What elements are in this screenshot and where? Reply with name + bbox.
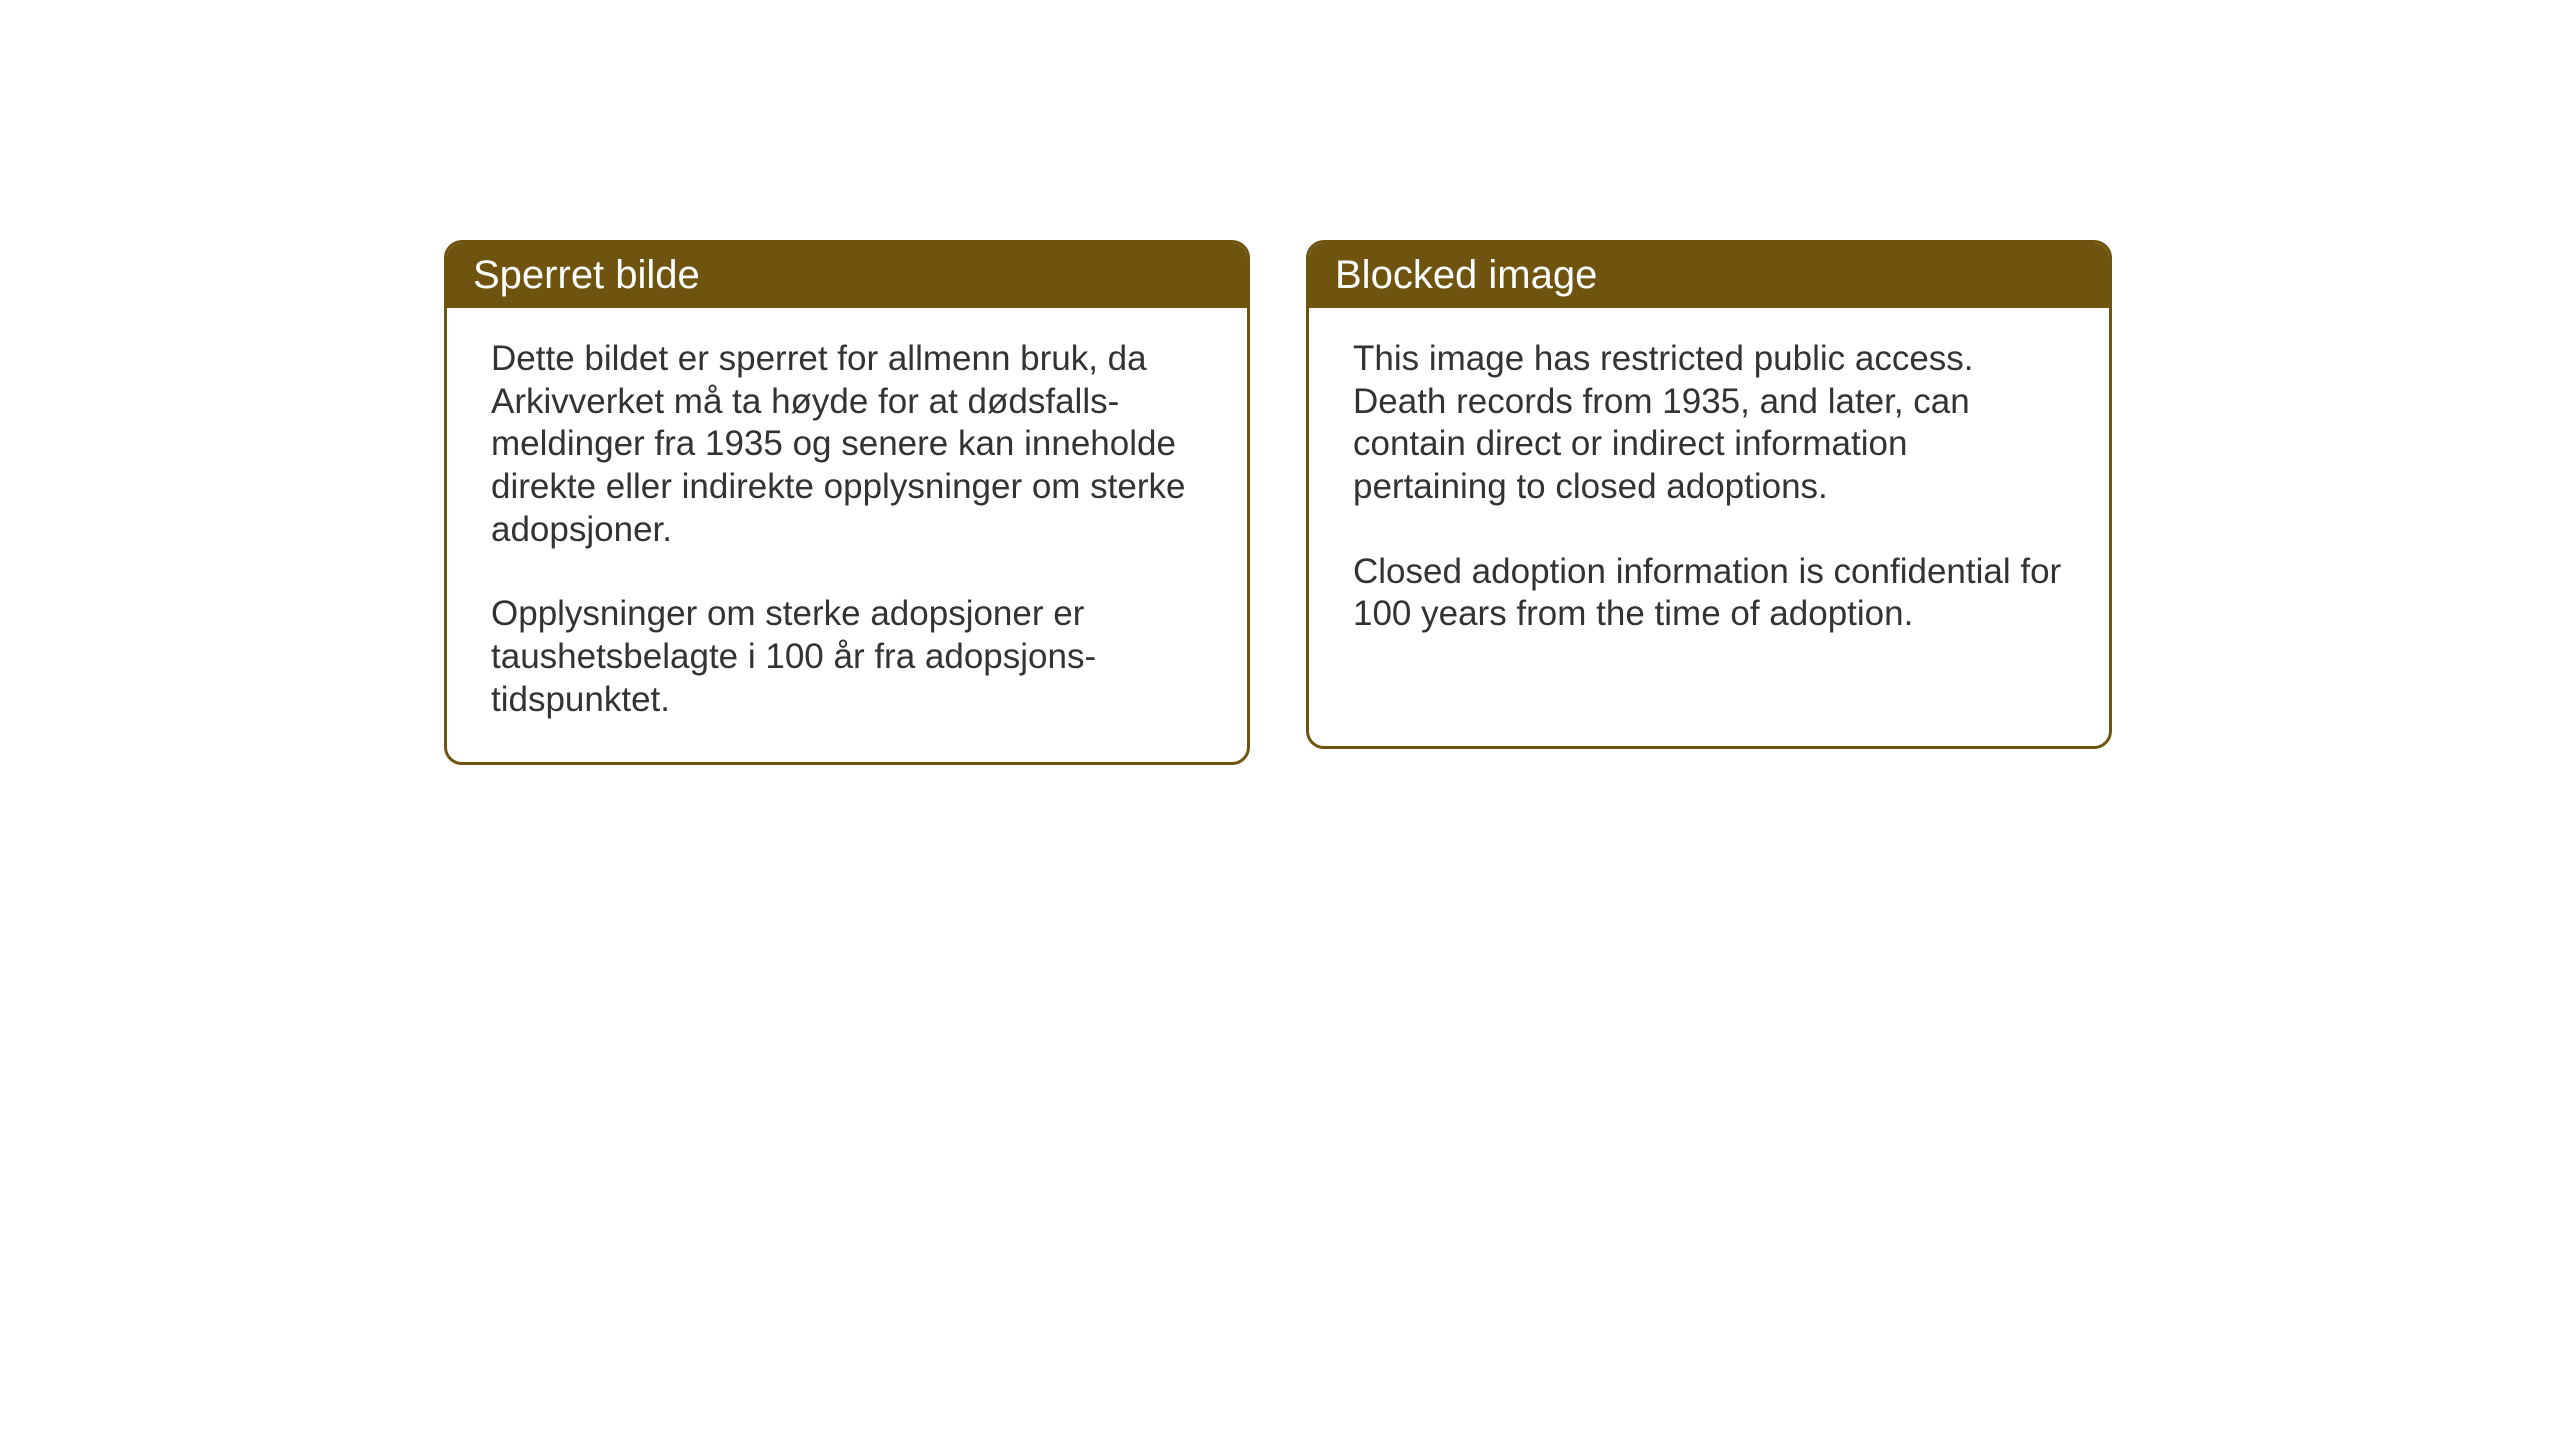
notice-body-norwegian: Dette bildet er sperret for allmenn bruk…	[447, 308, 1247, 762]
notice-container: Sperret bilde Dette bildet er sperret fo…	[444, 240, 2112, 765]
notice-header-norwegian: Sperret bilde	[447, 243, 1247, 308]
notice-box-english: Blocked image This image has restricted …	[1306, 240, 2112, 749]
notice-header-english: Blocked image	[1309, 243, 2109, 308]
notice-box-norwegian: Sperret bilde Dette bildet er sperret fo…	[444, 240, 1250, 765]
notice-paragraph-1-norwegian: Dette bildet er sperret for allmenn bruk…	[491, 338, 1203, 551]
notice-paragraph-2-english: Closed adoption information is confident…	[1353, 551, 2065, 636]
notice-body-english: This image has restricted public access.…	[1309, 308, 2109, 676]
notice-paragraph-1-english: This image has restricted public access.…	[1353, 338, 2065, 509]
notice-paragraph-2-norwegian: Opplysninger om sterke adopsjoner er tau…	[491, 593, 1203, 721]
